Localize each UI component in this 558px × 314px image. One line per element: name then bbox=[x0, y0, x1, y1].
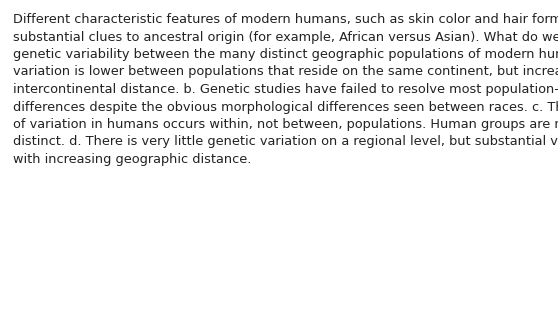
Text: Different characteristic features of modern humans, such as skin color and hair : Different characteristic features of mod… bbox=[13, 13, 558, 166]
